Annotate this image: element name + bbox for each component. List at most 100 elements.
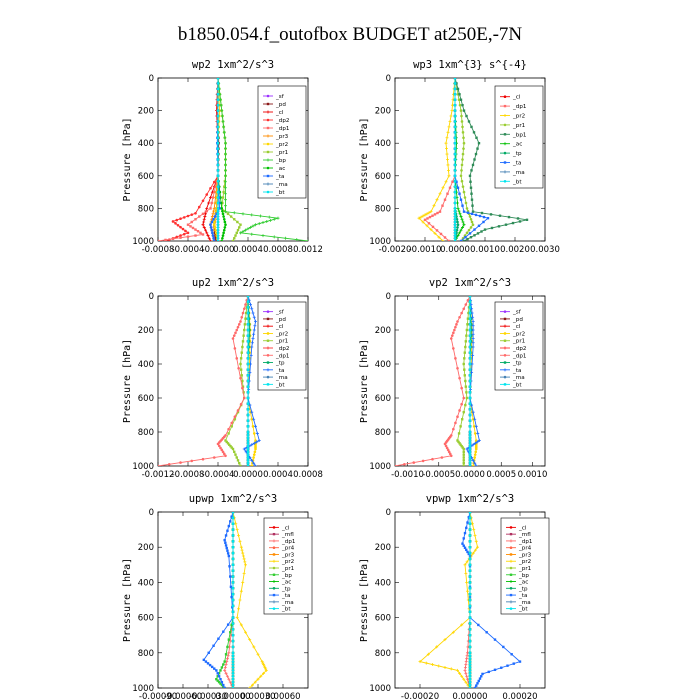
legend-marker <box>503 346 507 350</box>
y-tick-label: 600 <box>375 172 391 182</box>
series-point <box>429 210 433 214</box>
series-point <box>473 456 476 459</box>
series-point <box>210 201 213 205</box>
series-point <box>223 209 227 213</box>
series-point <box>439 232 443 236</box>
series-point <box>448 452 452 456</box>
series-point <box>468 563 472 567</box>
series-point <box>445 446 449 450</box>
series-point <box>468 396 472 400</box>
y-tick-label: 600 <box>138 394 154 404</box>
series-point <box>241 229 245 233</box>
series-point <box>222 125 226 129</box>
series-point <box>239 362 242 366</box>
series-point <box>246 351 250 354</box>
x-tick-label: 0.00000 <box>452 692 487 700</box>
series-point <box>235 616 239 620</box>
legend-entry: _bt <box>512 382 522 388</box>
series-point <box>216 209 220 213</box>
legend-entry: _ta <box>281 593 290 599</box>
x-tick-label: 0.0004 <box>233 245 263 255</box>
series-point <box>468 408 472 411</box>
legend-marker <box>266 324 270 328</box>
series-point <box>204 660 208 663</box>
series-point <box>462 464 465 466</box>
y-tick-label: 200 <box>375 543 391 553</box>
legend-marker <box>509 553 513 556</box>
series-point <box>456 87 460 91</box>
series-point <box>226 529 229 532</box>
legend-entry: _ac <box>275 166 285 172</box>
series-point <box>446 130 450 134</box>
series-point <box>226 645 229 649</box>
legend: _cl _dp1 _pr2 _pr1 _bp1 _ac _tp _ta _ma _bt <box>494 85 544 189</box>
series-point <box>467 516 470 519</box>
series-point <box>502 645 505 649</box>
series-point <box>215 678 218 681</box>
series-point <box>221 212 225 216</box>
series-point <box>254 223 257 227</box>
series-point <box>230 515 233 518</box>
series-point <box>194 234 197 237</box>
series-point <box>453 196 457 199</box>
series-point <box>474 450 478 454</box>
series-point <box>459 425 462 428</box>
series-point <box>470 198 474 201</box>
series-point <box>217 672 221 675</box>
series-point <box>246 385 250 388</box>
legend-marker <box>503 339 507 342</box>
series-point <box>231 545 235 549</box>
series-point <box>493 638 497 641</box>
series-point <box>219 201 223 205</box>
legend-marker <box>503 324 507 328</box>
series-point <box>231 337 235 340</box>
series-point <box>468 311 472 315</box>
series-point <box>235 528 239 532</box>
series-point <box>461 542 464 545</box>
series-point <box>223 180 227 183</box>
legend-marker <box>266 150 270 154</box>
y-axis-label: Pressure [hPa] <box>359 117 370 201</box>
series-point <box>216 190 220 194</box>
series-point <box>234 331 237 335</box>
series-point <box>447 174 451 178</box>
legend-entry: _ta <box>518 593 527 599</box>
series-point <box>244 563 247 567</box>
legend-marker <box>272 607 276 610</box>
series-point <box>481 672 484 676</box>
series-point <box>461 125 464 129</box>
legend-marker <box>503 332 507 335</box>
series-point <box>231 651 235 655</box>
y-tick-label: 0 <box>149 74 154 84</box>
series-point <box>447 168 450 172</box>
y-tick-label: 200 <box>375 326 391 336</box>
legend-entry: _pr1 <box>275 150 289 156</box>
series-point <box>470 403 474 407</box>
series-point <box>223 226 227 229</box>
series-point <box>231 534 235 537</box>
series-point <box>448 119 452 123</box>
series-point <box>459 443 462 446</box>
series-point <box>445 152 449 156</box>
series-point <box>236 220 239 224</box>
series-point <box>468 633 472 637</box>
series-point <box>284 236 287 240</box>
legend-marker <box>272 566 276 570</box>
series-point <box>468 639 472 643</box>
series-point <box>231 683 235 687</box>
page-title: b1850.054.f_outofbox BUDGET at250E,-7N <box>178 24 523 45</box>
legend: _sf_pd_cl_pr2 _pr1_dp2_dp1 _tp_ta_ma_bt <box>257 301 307 391</box>
legend-marker <box>503 383 507 386</box>
series-point <box>461 103 464 107</box>
series-point <box>462 461 465 465</box>
legend-entry: _sf <box>512 310 522 316</box>
legend-entry: _dp2 <box>275 118 289 124</box>
series-point <box>476 545 479 549</box>
series-point <box>202 220 206 224</box>
series-point <box>462 450 465 454</box>
legend-entry: _pr3 <box>281 552 295 558</box>
series-point <box>464 680 468 684</box>
series-point <box>456 186 460 189</box>
series-point <box>473 228 476 231</box>
legend-marker <box>503 310 507 313</box>
